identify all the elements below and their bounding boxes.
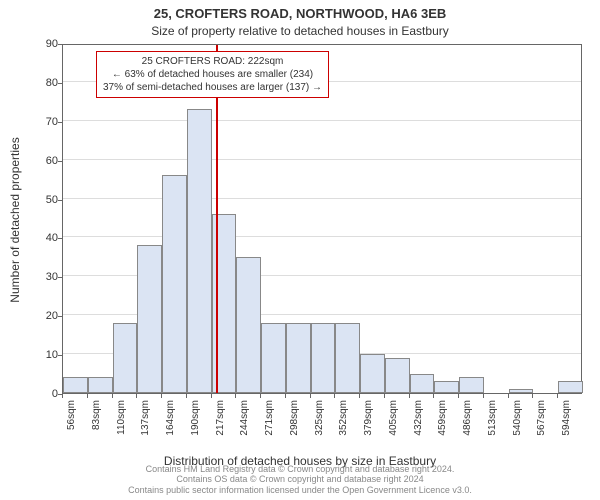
x-tick-mark — [62, 394, 63, 398]
footer-line1: Contains HM Land Registry data © Crown c… — [0, 464, 600, 475]
x-tick-mark — [310, 394, 311, 398]
y-tick-label: 60 — [28, 155, 58, 167]
x-tick-mark — [508, 394, 509, 398]
y-tick-label: 50 — [28, 194, 58, 206]
histogram-bar — [335, 323, 360, 393]
x-tick-mark — [433, 394, 434, 398]
chart-subtitle: Size of property relative to detached ho… — [0, 24, 600, 38]
x-tick-mark — [557, 394, 558, 398]
gridline — [63, 198, 581, 199]
y-tick-label: 0 — [28, 388, 58, 400]
y-tick-label: 10 — [28, 349, 58, 361]
gridline — [63, 159, 581, 160]
plot-area: 25 CROFTERS ROAD: 222sqm ← 63% of detach… — [62, 44, 582, 394]
x-tick-mark — [334, 394, 335, 398]
x-tick-label: 540sqm — [512, 400, 523, 460]
y-tick-label: 40 — [28, 232, 58, 244]
x-tick-label: 298sqm — [289, 400, 300, 460]
x-tick-mark — [532, 394, 533, 398]
x-tick-label: 164sqm — [165, 400, 176, 460]
gridline — [63, 236, 581, 237]
x-tick-label: 56sqm — [66, 400, 77, 460]
x-tick-mark — [235, 394, 236, 398]
x-tick-label: 352sqm — [338, 400, 349, 460]
histogram-bar — [385, 358, 410, 393]
x-tick-mark — [211, 394, 212, 398]
annotation-box: 25 CROFTERS ROAD: 222sqm ← 63% of detach… — [96, 51, 329, 98]
y-tick-label: 20 — [28, 310, 58, 322]
y-axis-label: Number of detached properties — [8, 137, 22, 302]
histogram-bar — [360, 354, 385, 393]
histogram-bar — [212, 214, 237, 393]
histogram-bar — [509, 389, 534, 393]
annotation-line1: 25 CROFTERS ROAD: 222sqm — [103, 55, 322, 68]
x-tick-mark — [260, 394, 261, 398]
x-tick-label: 567sqm — [536, 400, 547, 460]
histogram-bar — [434, 381, 459, 393]
histogram-bar — [88, 377, 113, 393]
x-tick-label: 325sqm — [314, 400, 325, 460]
histogram-bar — [410, 374, 435, 393]
histogram-bar — [187, 109, 212, 393]
x-tick-mark — [409, 394, 410, 398]
chart-title: 25, CROFTERS ROAD, NORTHWOOD, HA6 3EB — [0, 6, 600, 21]
x-tick-mark — [186, 394, 187, 398]
x-tick-mark — [285, 394, 286, 398]
x-tick-mark — [483, 394, 484, 398]
histogram-bar — [63, 377, 88, 393]
histogram-bar — [162, 175, 187, 393]
histogram-bar — [558, 381, 583, 393]
histogram-bar — [137, 245, 162, 393]
x-tick-mark — [384, 394, 385, 398]
x-tick-label: 486sqm — [462, 400, 473, 460]
x-tick-mark — [161, 394, 162, 398]
y-tick-label: 70 — [28, 116, 58, 128]
x-tick-label: 83sqm — [91, 400, 102, 460]
histogram-bar — [459, 377, 484, 393]
footer-attribution: Contains HM Land Registry data © Crown c… — [0, 464, 600, 496]
histogram-bar — [236, 257, 261, 393]
annotation-line3: 37% of semi-detached houses are larger (… — [103, 81, 322, 94]
x-tick-mark — [112, 394, 113, 398]
histogram-bar — [113, 323, 138, 393]
footer-line3: Contains public sector information licen… — [0, 485, 600, 496]
annotation-line2: ← 63% of detached houses are smaller (23… — [103, 68, 322, 81]
x-tick-label: 137sqm — [140, 400, 151, 460]
x-tick-mark — [458, 394, 459, 398]
y-tick-label: 90 — [28, 38, 58, 50]
x-tick-label: 513sqm — [487, 400, 498, 460]
y-tick-label: 30 — [28, 271, 58, 283]
x-tick-label: 110sqm — [116, 400, 127, 460]
x-tick-label: 244sqm — [239, 400, 250, 460]
gridline — [63, 120, 581, 121]
x-tick-label: 594sqm — [561, 400, 572, 460]
histogram-bar — [311, 323, 336, 393]
x-tick-label: 271sqm — [264, 400, 275, 460]
x-tick-label: 379sqm — [363, 400, 374, 460]
x-tick-mark — [136, 394, 137, 398]
x-tick-label: 190sqm — [190, 400, 201, 460]
histogram-bar — [261, 323, 286, 393]
x-tick-mark — [359, 394, 360, 398]
y-tick-label: 80 — [28, 77, 58, 89]
chart-container: 25, CROFTERS ROAD, NORTHWOOD, HA6 3EB Si… — [0, 0, 600, 500]
histogram-bar — [286, 323, 311, 393]
x-tick-label: 459sqm — [437, 400, 448, 460]
x-tick-label: 405sqm — [388, 400, 399, 460]
x-tick-label: 217sqm — [215, 400, 226, 460]
footer-line2: Contains OS data © Crown copyright and d… — [0, 474, 600, 485]
x-tick-label: 432sqm — [413, 400, 424, 460]
x-tick-mark — [87, 394, 88, 398]
